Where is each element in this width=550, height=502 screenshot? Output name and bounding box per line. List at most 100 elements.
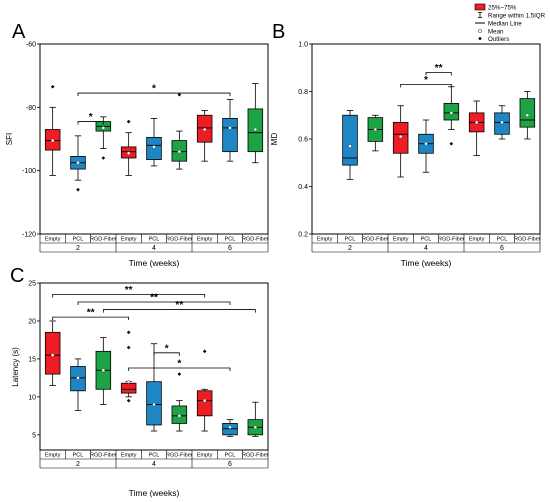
group-label: 6 <box>228 245 232 252</box>
outlier-point <box>177 92 182 97</box>
mean-marker <box>50 138 55 143</box>
category-label: Empty <box>45 453 61 459</box>
significance-label: ** <box>150 292 158 303</box>
mean-marker <box>449 111 454 115</box>
mean-marker <box>202 127 207 132</box>
significance-label: ** <box>435 63 443 74</box>
box-iqr <box>44 331 61 375</box>
panel-a-y-axis-label: SFI <box>5 133 14 145</box>
category-label: PCL <box>149 237 160 243</box>
category-label: RGD-Fiber <box>242 453 269 459</box>
category-label: PCL <box>73 453 84 459</box>
panel-b-x-axis-title: Time (weeks) <box>401 258 452 268</box>
panel-a-plot: -60 -80 -100 -120 Empty PCL RGD-Fiber Empty PCL R… <box>22 42 269 253</box>
category-label: RGD-Fiber <box>90 453 117 459</box>
mean-marker <box>525 113 530 117</box>
mean-marker <box>474 120 479 125</box>
legend: 25%~75% Range within 1.5IQR Median Line … <box>474 3 546 43</box>
panel-c-plot: 5 10 15 20 25 Empty PCL RGD-Fiber Empty PCL RGD-Fi… <box>28 281 269 469</box>
category-label: RGD-Fiber <box>90 237 117 243</box>
mean-marker <box>126 151 131 155</box>
y-tick-label: -60 <box>26 42 36 49</box>
y-tick-label: 0.6 <box>298 137 308 144</box>
mean-marker <box>152 145 156 149</box>
category-label: RGD-Fiber <box>166 453 193 459</box>
significance-bracket <box>128 367 231 372</box>
significance-bracket <box>400 83 452 88</box>
box-iqr <box>196 390 213 417</box>
mean-marker <box>177 414 182 418</box>
group-label: 4 <box>152 461 156 468</box>
mean-marker <box>228 126 232 130</box>
category-label: Empty <box>317 237 333 243</box>
y-tick-label: 0.8 <box>298 89 308 96</box>
mean-marker <box>101 368 106 373</box>
category-label: PCL <box>73 237 84 243</box>
significance-bracket <box>153 352 180 356</box>
panel-letter-c: C <box>10 265 24 287</box>
mean-marker <box>202 398 207 403</box>
significance-label: * <box>152 84 156 95</box>
category-label: Empty <box>197 237 213 243</box>
group-label: 2 <box>76 461 80 468</box>
significance-bracket <box>52 316 130 321</box>
outlier-point <box>126 345 131 350</box>
panel-letter-a: A <box>12 21 26 43</box>
category-label: Empty <box>393 237 409 243</box>
mean-marker <box>348 144 352 148</box>
category-label: PCL <box>421 237 432 243</box>
mean-marker <box>373 127 378 132</box>
box-iqr <box>120 382 137 394</box>
box-iqr <box>222 118 238 153</box>
legend-item-iqr: 25%~75% <box>488 5 517 12</box>
group-label: 6 <box>500 245 504 252</box>
category-label: RGD-Fiber <box>242 237 269 243</box>
significance-label: ** <box>175 300 183 311</box>
legend-item-outliers: Outliers <box>488 36 509 43</box>
significance-bracket <box>52 293 206 298</box>
mean-marker <box>253 425 258 429</box>
significance-bracket <box>77 301 231 305</box>
significance-bracket <box>77 92 231 97</box>
category-label: Empty <box>121 237 137 243</box>
mean-marker <box>398 134 403 139</box>
y-tick-label: 10 <box>28 394 36 401</box>
group-label: 4 <box>424 245 428 252</box>
category-label: Empty <box>197 453 213 459</box>
y-tick-label: 1.0 <box>298 42 308 49</box>
outlier-point <box>126 398 131 403</box>
outlier-point <box>177 372 182 376</box>
group-label: 2 <box>348 245 352 252</box>
legend-item-median: Median Line <box>488 21 522 28</box>
significance-label: * <box>89 112 93 123</box>
significance-bracket <box>102 309 256 313</box>
mean-marker <box>126 379 131 384</box>
panel-a-frame <box>39 43 269 235</box>
significance-label: * <box>424 75 428 86</box>
y-tick-label: -120 <box>22 232 36 239</box>
legend-mean-icon <box>478 29 482 33</box>
outlier-point <box>101 156 106 160</box>
outlier-point <box>202 349 207 354</box>
category-label: RGD-Fiber <box>438 237 465 243</box>
y-tick-label: 5 <box>32 432 36 439</box>
significance-bracket <box>425 72 452 76</box>
mean-marker <box>101 126 106 130</box>
legend-outlier-icon <box>478 36 482 41</box>
y-tick-label: 0.2 <box>298 232 308 239</box>
category-label: Empty <box>45 237 61 243</box>
group-label: 6 <box>228 461 232 468</box>
panel-c-frame <box>39 282 269 451</box>
panel-a-x-axis-title: Time (weeks) <box>129 258 180 268</box>
panel-b-plot: 0.2 0.4 0.6 0.8 1.0 Empty PCL RGD-Fiber Empty PCL… <box>298 42 541 253</box>
category-label: RGD-Fiber <box>362 237 389 243</box>
significance-bracket <box>77 121 104 125</box>
y-tick-label: 0.4 <box>298 184 308 191</box>
significance-label: * <box>165 343 169 354</box>
significance-label: ** <box>125 285 133 296</box>
category-label: PCL <box>345 237 356 243</box>
y-tick-label: -100 <box>22 168 36 175</box>
mean-marker <box>76 161 80 165</box>
group-label: 4 <box>152 245 156 252</box>
